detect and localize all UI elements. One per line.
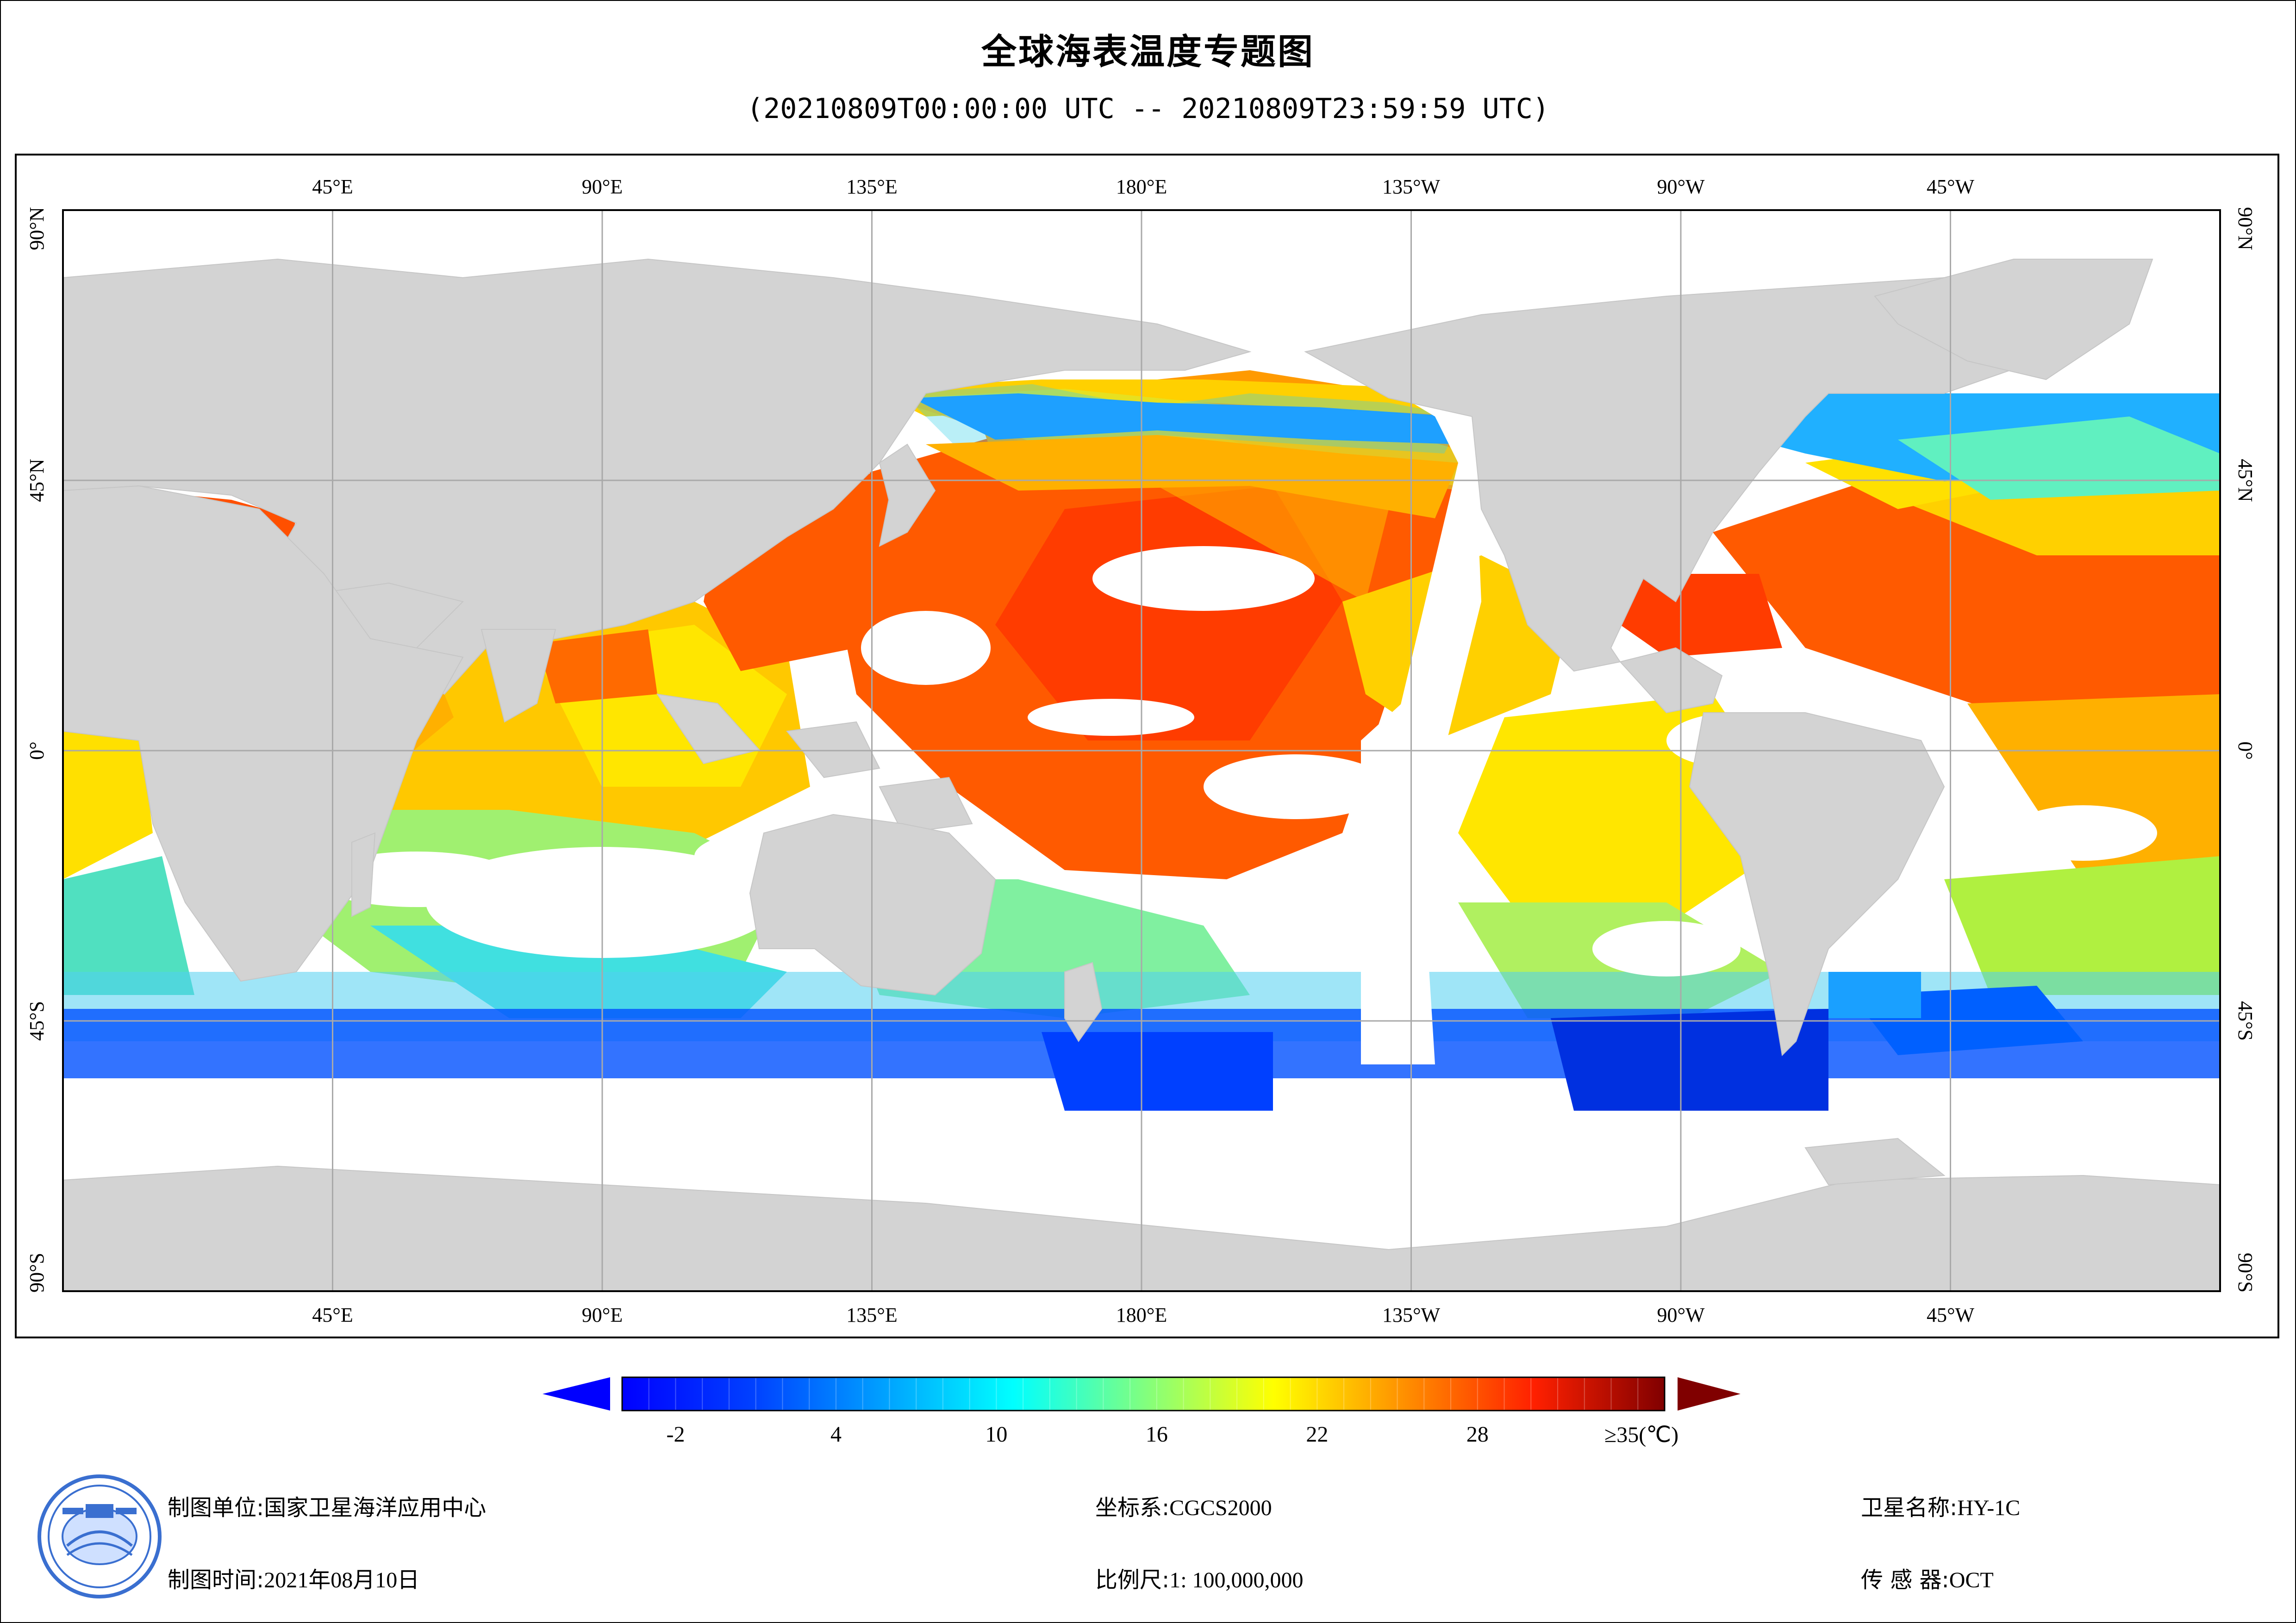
map-date-label: 制图时间: [168,1567,264,1593]
lon-label-bottom: 45°E [312,1304,353,1326]
satellite: 卫星名称:HY-1C [1861,1489,2020,1522]
map-scale: 比例尺:1: 100,000,000 [1095,1561,1304,1594]
colorbar [543,1376,1741,1412]
map-unit-value: 国家卫星海洋应用中心 [264,1495,487,1521]
plot-border [62,209,2221,1292]
crs: 坐标系:CGCS2000 [1095,1489,1272,1522]
lon-labels-bottom: 45°E 90°E 135°E 180°E 135°W 90°W 45°W [312,1304,1974,1326]
lon-label-bottom: 135°E [846,1304,897,1326]
lon-label-top: 90°W [1657,175,1705,198]
lat-labels-right: 90°N 45°N 0° 45°S 90°S [2234,207,2257,1293]
lon-label-bottom: 180°E [1116,1304,1167,1326]
lon-label-bottom: 90°E [582,1304,623,1326]
lon-label-top: 45°W [1927,175,1975,198]
graticule [63,210,2220,1291]
map-unit: 制图单位:国家卫星海洋应用中心 [168,1489,486,1522]
map-unit-label: 制图单位: [168,1495,264,1521]
map-title: 全球海表温度专题图 [981,31,1315,72]
time-range-subtitle: (20210809T00:00:00 UTC -- 20210809T23:59… [747,93,1549,125]
colorbar-segments [648,1378,1639,1410]
lat-label-left: 45°S [25,1001,48,1041]
colorbar-over-arrow [1678,1377,1741,1411]
lon-label-top: 90°E [582,175,623,198]
colorbar-tick-label: 4 [830,1422,842,1447]
lat-label-right: 90°N [2234,207,2257,250]
satellite-value: HY-1C [1957,1496,2021,1520]
sensor-label: 传 感 器: [1861,1567,1949,1593]
colorbar-tick-label: 22 [1306,1422,1329,1447]
lon-labels-top: 45°E 90°E 135°E 180°E 135°W 90°W 45°W [312,175,1974,198]
lat-label-right: 45°S [2234,1001,2257,1041]
colorbar-under-arrow [543,1377,610,1411]
lon-label-top: 135°E [846,175,897,198]
lon-label-bottom: 45°W [1927,1304,1975,1326]
crs-value: CGCS2000 [1169,1496,1272,1520]
lat-label-right: 45°N [2234,459,2257,502]
colorbar-tick-label: -2 [666,1422,685,1447]
lat-labels-left: 90°N 45°N 0° 45°S 90°S [25,207,48,1293]
sensor-value: OCT [1949,1568,1994,1592]
map-date-value: 2021年08月10日 [264,1568,420,1592]
lat-label-left: 90°S [25,1253,48,1293]
lon-label-top: 135°W [1382,175,1441,198]
satellite-label: 卫星名称: [1861,1495,1958,1521]
map-date: 制图时间:2021年08月10日 [168,1561,419,1594]
map-scale-label: 比例尺: [1095,1567,1170,1593]
lat-label-right: 90°S [2234,1253,2257,1293]
nsoas-logo [37,1474,162,1598]
colorbar-tick-label: 28 [1466,1422,1489,1447]
colorbar-tick-label: ≥35(℃) [1604,1423,1679,1447]
map-frame [15,154,2279,1338]
sensor: 传 感 器:OCT [1861,1561,1994,1594]
colorbar-bar [621,1376,1666,1412]
lon-label-bottom: 135°W [1382,1304,1441,1326]
colorbar-tick-label: 16 [1145,1422,1168,1447]
map-scale-value: 1: 100,000,000 [1169,1568,1304,1592]
lon-label-bottom: 90°W [1657,1304,1705,1326]
lon-label-top: 45°E [312,175,353,198]
lat-label-right: 0° [2234,741,2257,760]
lat-label-left: 45°N [25,459,48,502]
lon-label-top: 180°E [1116,175,1167,198]
crs-label: 坐标系: [1095,1495,1170,1521]
colorbar-tick-label: 10 [985,1422,1008,1447]
lat-label-left: 90°N [25,207,48,250]
lat-label-left: 0° [25,741,48,760]
